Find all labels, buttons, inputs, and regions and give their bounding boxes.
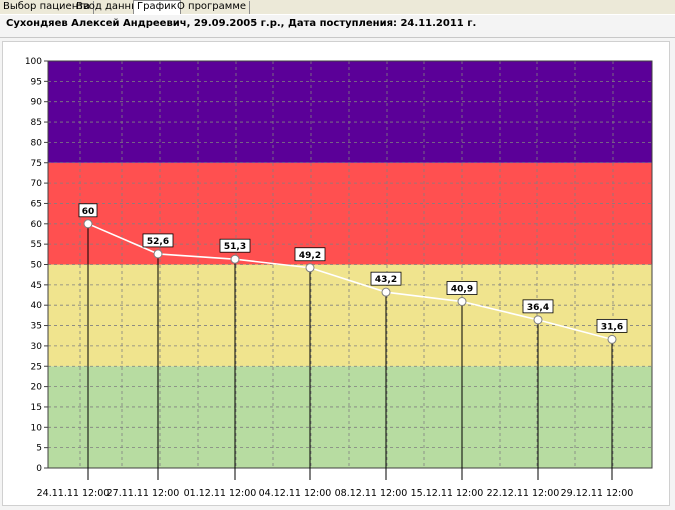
y-tick-label: 90: [31, 98, 43, 108]
x-label-strip: [12, 480, 662, 500]
data-point: [607, 334, 617, 344]
y-tick-label: 100: [25, 57, 42, 67]
y-tick-label: 70: [31, 179, 43, 189]
x-tick-label: 27.11.11 12:00: [107, 488, 180, 499]
data-point: [230, 254, 240, 264]
data-label: 49,2: [299, 251, 321, 261]
y-tick-label: 45: [31, 281, 42, 291]
x-tick-label: 08.12.11 12:00: [335, 488, 408, 499]
data-point: [153, 249, 163, 259]
y-tick-label: 20: [31, 383, 43, 393]
data-point: [381, 287, 391, 297]
y-tick-label: 15: [31, 403, 42, 413]
y-tick-label: 40: [31, 301, 43, 311]
data-point: [533, 315, 543, 325]
y-tick-label: 30: [31, 342, 43, 352]
data-label: 40,9: [451, 285, 473, 295]
zone-band-3: [48, 61, 652, 163]
data-label-box: [78, 203, 98, 218]
tab-chart[interactable]: График: [133, 0, 181, 15]
tab-about[interactable]: О программе: [174, 1, 251, 14]
x-tick-label: 22.12.11 12:00: [487, 488, 560, 499]
x-tick-label: 15.12.11 12:00: [411, 488, 484, 499]
data-label-box: [294, 247, 326, 262]
series-line: [87, 223, 613, 341]
data-label: 60: [82, 207, 95, 217]
y-tick-label: 5: [36, 444, 42, 454]
y-tick-label: 25: [31, 362, 42, 372]
zone-band-2: [48, 162, 652, 265]
data-label-box: [596, 318, 628, 333]
data-point: [457, 297, 467, 307]
data-label-box: [522, 299, 554, 314]
x-tick-label: 04.12.11 12:00: [259, 488, 332, 499]
x-tick-label: 01.12.11 12:00: [184, 488, 257, 499]
zone-band-0: [48, 366, 652, 468]
x-tick-label: 29.12.11 12:00: [561, 488, 634, 499]
data-label: 51,3: [224, 242, 246, 252]
zone-band-1: [48, 264, 652, 367]
data-label-box: [142, 233, 174, 248]
y-tick-label: 35: [31, 322, 42, 332]
data-label: 36,4: [527, 303, 549, 313]
data-label-box: [370, 271, 402, 286]
y-tick-label: 75: [31, 159, 42, 169]
y-tick-label: 65: [31, 199, 42, 209]
y-tick-label: 85: [31, 118, 42, 128]
y-tick-label: 0: [36, 464, 42, 474]
y-tick-label: 10: [31, 423, 43, 433]
tab-bar: Выбор пациента Ввод данных График О прог…: [0, 0, 675, 15]
y-tick-label: 50: [31, 261, 43, 271]
patient-header: Сухондяев Алексей Андреевич, 29.09.2005 …: [6, 18, 477, 29]
y-tick-label: 60: [31, 220, 43, 230]
y-tick-label: 55: [31, 240, 42, 250]
x-tick-label: 24.11.11 12:00: [37, 488, 110, 499]
data-point: [83, 219, 93, 229]
data-label: 52,6: [147, 237, 169, 247]
data-label-box: [446, 281, 478, 295]
data-point: [305, 263, 315, 273]
data-label: 31,6: [601, 322, 623, 332]
tab-patient-select[interactable]: Выбор пациента: [0, 1, 95, 14]
y-tick-label: 95: [31, 77, 42, 87]
y-tick-label: 80: [31, 138, 43, 148]
header-separator: [0, 37, 675, 38]
data-label-box: [219, 238, 251, 253]
tab-divider: [0, 14, 675, 15]
data-label: 43,2: [375, 275, 397, 285]
